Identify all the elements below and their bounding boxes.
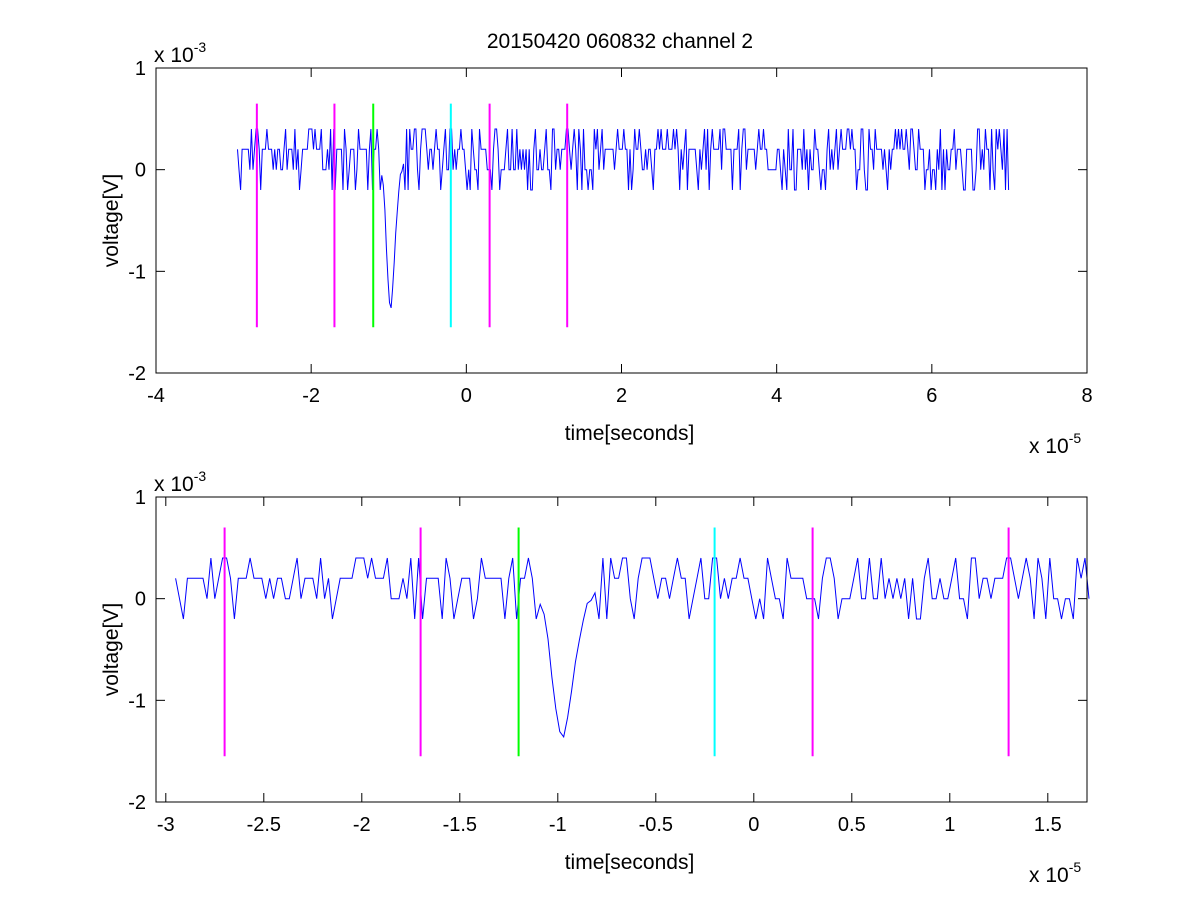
top-x-axis-label: time[seconds] xyxy=(565,422,695,445)
bottom-y-multiplier-base: x 10 xyxy=(154,473,194,496)
bottom-marker-group xyxy=(223,527,1010,757)
top-marker-group xyxy=(255,103,569,328)
top-signal-trace xyxy=(237,128,1010,309)
bottom-x-multiplier-exp: -5 xyxy=(1069,859,1082,875)
bottom-signal-trace xyxy=(175,557,1090,739)
bottom-x-multiplier-base: x 10 xyxy=(1029,864,1069,887)
bottom-axes-box xyxy=(155,496,1088,803)
top-xtick-label-4: 4 xyxy=(771,385,782,407)
bottom-y-multiplier: x 10-3 xyxy=(154,468,206,496)
bottom-x-axis-label: time[seconds] xyxy=(565,851,695,874)
bottom-ytick-label-2: 0 xyxy=(135,589,146,611)
bottom-xtick-label-7: 0.5 xyxy=(838,814,866,836)
top-xtick-label-3: 2 xyxy=(616,385,627,407)
bottom-xtick-label-0: -3 xyxy=(157,814,175,836)
top-xtick-label-2: 0 xyxy=(461,385,472,407)
top-panel: -4 -2 0 2 4 6 8-2-101 time[seconds] voltage[V]… xyxy=(100,39,1093,458)
bottom-y-multiplier-exp: -3 xyxy=(194,468,207,484)
top-xtick-label-0: -4 xyxy=(147,385,165,407)
top-y-multiplier-exp: -3 xyxy=(194,39,207,55)
top-xtick-label-6: 8 xyxy=(1081,385,1092,407)
bottom-xtick-label-1: -2.5 xyxy=(247,814,281,836)
bottom-signal-group xyxy=(175,557,1090,739)
top-y-axis-label: voltage[V] xyxy=(100,174,123,267)
figure-title: 20150420 060832 channel 2 xyxy=(487,30,753,53)
top-y-multiplier: x 10-3 xyxy=(154,39,206,67)
top-y-multiplier-base: x 10 xyxy=(154,44,194,67)
top-ytick-label-1: -1 xyxy=(128,261,146,283)
top-ytick-label-3: 1 xyxy=(135,58,146,80)
bottom-xtick-label-6: 0 xyxy=(748,814,759,836)
bottom-ytick-label-0: -2 xyxy=(128,792,146,814)
bottom-ytick-label-3: 1 xyxy=(135,487,146,509)
top-xtick-label-5: 6 xyxy=(926,385,937,407)
bottom-xtick-label-5: -0.5 xyxy=(639,814,673,836)
bottom-xtick-label-8: 1 xyxy=(944,814,955,836)
top-ticks: -4 -2 0 2 4 6 8-2-101 xyxy=(128,58,1092,407)
top-x-multiplier-base: x 10 xyxy=(1029,435,1069,458)
top-ytick-label-0: -2 xyxy=(128,363,146,385)
top-xtick-label-1: -2 xyxy=(302,385,320,407)
bottom-panel: -3 -2.5 -2 -1.5 -1 -0.5 0 0.5 1 1.5 -2 -1 0 1 time[se… xyxy=(100,468,1090,887)
bottom-y-axis-label: voltage[V] xyxy=(100,603,123,696)
bottom-ytick-label-1: -1 xyxy=(128,690,146,712)
top-ytick-label-2: 0 xyxy=(135,160,146,182)
top-x-multiplier-exp: -5 xyxy=(1069,430,1082,446)
bottom-xtick-label-3: -1.5 xyxy=(443,814,477,836)
bottom-xtick-label-4: -1 xyxy=(549,814,567,836)
bottom-xtick-label-9: 1.5 xyxy=(1034,814,1062,836)
bottom-ticks: -3 -2.5 -2 -1.5 -1 -0.5 0 0.5 1 1.5 -2 -1 0 1 xyxy=(128,487,1087,836)
top-x-multiplier: x 10-5 xyxy=(1029,430,1081,458)
bottom-x-multiplier: x 10-5 xyxy=(1029,859,1081,887)
top-signal-group xyxy=(237,128,1010,309)
bottom-xtick-label-2: -2 xyxy=(353,814,371,836)
